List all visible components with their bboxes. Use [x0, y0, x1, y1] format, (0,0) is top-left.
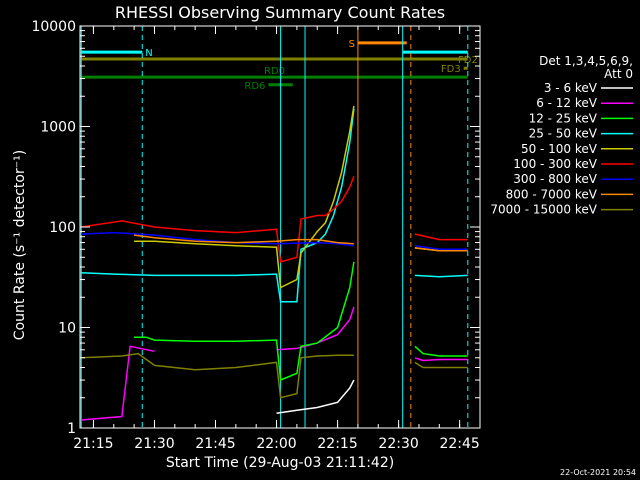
series-line-25-50-kev	[414, 274, 468, 278]
legend-label-300-800-kev: 300 - 800 keV	[513, 172, 597, 186]
legend-label-3-6-kev: 3 - 6 keV	[544, 81, 598, 95]
legend-label-25-50-kev: 25 - 50 keV	[529, 127, 598, 141]
flag-label-rd6: RD6	[244, 81, 265, 92]
series-line-3-6-kev	[276, 379, 355, 415]
x-tick-label: 21:30	[134, 436, 174, 452]
series-line-25-50-kev	[81, 108, 355, 303]
y-tick-label: 10	[58, 321, 76, 337]
legend-label-50-100-kev: 50 - 100 keV	[521, 142, 598, 156]
flag-label-fd2: FD2	[458, 55, 478, 66]
series-line-100-300-kev	[81, 175, 355, 263]
x-tick-label: 22:45	[439, 436, 479, 452]
series-line-12-25-kev	[414, 345, 468, 357]
x-tick-label: 22:00	[256, 436, 296, 452]
legend-label-100-300-kev: 100 - 300 keV	[513, 157, 597, 171]
series-line-800-7000-kev	[134, 234, 354, 245]
x-tick-label: 22:30	[378, 436, 418, 452]
y-tick-label: 10000	[31, 19, 76, 35]
series-line-6-12-kev	[414, 357, 468, 362]
legend-label-800-7000-kev: 800 - 7000 keV	[506, 187, 598, 201]
series-line-300-800-kev	[414, 245, 468, 251]
x-tick-label: 21:15	[73, 436, 113, 452]
y-axis-label: Count Rate (s⁻¹ detector⁻¹)	[12, 150, 28, 340]
series-line-12-25-kev	[134, 261, 355, 382]
series-line-6-12-kev	[276, 306, 355, 351]
series-line-7000-15000-kev	[414, 361, 468, 369]
series-line-6-12-kev	[81, 345, 155, 421]
y-tick-label: 1000	[40, 120, 76, 136]
flag-label-s: S	[349, 39, 355, 50]
legend-title-line-1: Det 1,3,4,5,6,9,	[539, 54, 633, 68]
legend-label-12-25-kev: 12 - 25 keV	[529, 111, 598, 125]
flag-label-rd0: RD0	[264, 66, 285, 77]
legend-title-line-2: Att 0	[604, 67, 633, 81]
legend-label-7000-15000-kev: 7000 - 15000 keV	[490, 203, 597, 217]
series-line-800-7000-kev	[414, 247, 468, 252]
flag-label-n: N	[145, 48, 152, 59]
timestamp: 22-Oct-2021 20:54	[560, 468, 636, 477]
x-tick-label: 21:45	[195, 436, 235, 452]
y-tick-label: 1	[67, 421, 76, 437]
x-axis-label: Start Time (29-Aug-03 21:11:42)	[166, 455, 394, 471]
y-tick-label: 100	[49, 220, 76, 236]
series-line-7000-15000-kev	[81, 352, 354, 399]
series-line-100-300-kev	[414, 233, 468, 241]
flag-label-fd3: FD3	[441, 64, 461, 75]
legend-label-6-12-kev: 6 - 12 keV	[536, 96, 598, 110]
axes-layer: 21:15 21:30 21:45 22:00 22:15 22:30 22:45 1 10 10…	[31, 19, 481, 452]
series-line-50-100-kev	[134, 105, 355, 289]
x-tick-label: 22:15	[317, 436, 357, 452]
chart-title: RHESSI Observing Summary Count Rates	[115, 3, 445, 22]
series-layer	[81, 105, 468, 421]
vlines-layer	[80, 26, 469, 428]
